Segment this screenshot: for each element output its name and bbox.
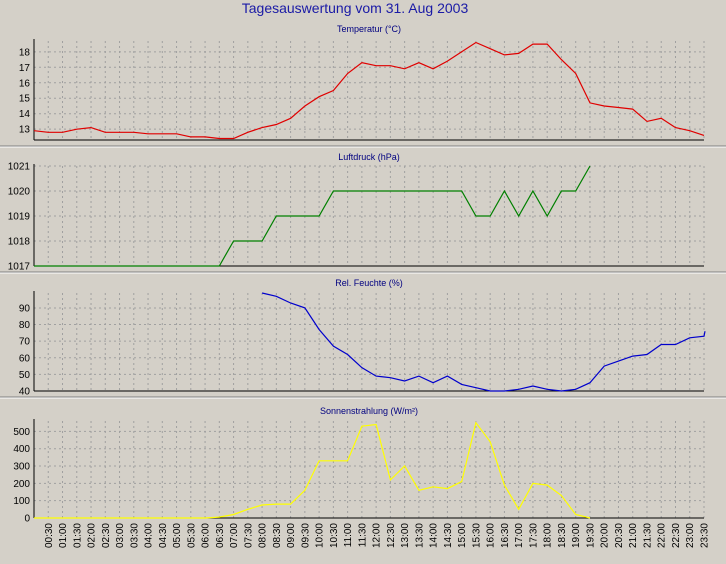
- x-tick-label: 01:30: [72, 523, 83, 548]
- x-tick-label: 04:00: [144, 523, 155, 548]
- x-tick-label: 03:00: [115, 523, 126, 548]
- y-tick-label: 16: [19, 78, 31, 89]
- y-tick-label: 50: [19, 370, 31, 381]
- x-tick-label: 10:30: [329, 523, 340, 548]
- x-tick-label: 23:30: [700, 523, 711, 548]
- y-tick-label: 300: [13, 462, 30, 473]
- y-tick-label: 1020: [8, 187, 31, 198]
- x-tick-label: 08:00: [258, 523, 269, 548]
- y-tick-label: 90: [19, 303, 31, 314]
- y-tick-label: 15: [19, 94, 31, 105]
- x-tick-label: 06:00: [201, 523, 212, 548]
- y-tick-label: 100: [13, 496, 30, 507]
- x-tick-label: 18:30: [557, 523, 568, 548]
- x-tick-label: 12:00: [372, 523, 383, 548]
- panel-title: Luftdruck (hPa): [338, 152, 400, 162]
- x-tick-label: 14:30: [443, 523, 454, 548]
- x-tick-label: 00:30: [44, 523, 55, 548]
- x-tick-label: 04:30: [158, 523, 169, 548]
- x-tick-label: 22:00: [657, 523, 668, 548]
- x-tick-label: 01:00: [58, 523, 69, 548]
- series-line: [261, 292, 706, 392]
- page-title: Tagesauswertung vom 31. Aug 2003: [241, 0, 469, 16]
- y-tick-label: 1019: [8, 212, 31, 223]
- x-tick-label: 19:30: [586, 523, 597, 548]
- y-tick-label: 400: [13, 444, 30, 455]
- y-tick-label: 14: [19, 109, 31, 120]
- x-tick-label: 17:00: [514, 523, 525, 548]
- x-tick-label: 11:00: [343, 523, 354, 548]
- x-tick-label: 20:30: [614, 523, 625, 548]
- x-tick-label: 07:00: [229, 523, 240, 548]
- x-tick-label: 14:00: [429, 523, 440, 548]
- x-tick-label: 08:30: [272, 523, 283, 548]
- x-tick-label: 12:30: [386, 523, 397, 548]
- panel-title: Sonnenstrahlung (W/m²): [320, 406, 418, 416]
- y-tick-label: 40: [19, 387, 31, 398]
- x-tick-label: 02:00: [87, 523, 98, 548]
- x-tick-label: 09:30: [300, 523, 311, 548]
- series-line: [34, 421, 591, 519]
- x-tick-label: 18:00: [543, 523, 554, 548]
- x-tick-label: 07:30: [243, 523, 254, 548]
- x-tick-label: 10:00: [315, 523, 326, 548]
- x-tick-label: 22:30: [671, 523, 682, 548]
- y-tick-label: 0: [24, 514, 30, 525]
- y-tick-label: 18: [19, 47, 31, 58]
- y-tick-label: 200: [13, 479, 30, 490]
- x-tick-label: 06:30: [215, 523, 226, 548]
- y-tick-label: 500: [13, 427, 30, 438]
- x-tick-label: 02:30: [101, 523, 112, 548]
- x-tick-label: 16:30: [500, 523, 511, 548]
- x-tick-label: 05:30: [186, 523, 197, 548]
- x-tick-label: 21:00: [628, 523, 639, 548]
- x-tick-label: 13:30: [414, 523, 425, 548]
- y-tick-label: 1018: [8, 237, 31, 248]
- y-tick-label: 80: [19, 320, 31, 331]
- y-tick-label: 60: [19, 353, 31, 364]
- x-tick-label: 09:00: [286, 523, 297, 548]
- series-line: [34, 165, 591, 267]
- y-tick-label: 70: [19, 337, 31, 348]
- series-line: [33, 41, 705, 140]
- x-tick-label: 15:00: [457, 523, 468, 548]
- x-tick-label: 21:30: [643, 523, 654, 548]
- y-tick-label: 1021: [8, 162, 31, 173]
- x-tick-label: 19:00: [571, 523, 582, 548]
- x-tick-label: 05:00: [172, 523, 183, 548]
- y-tick-label: 17: [19, 63, 31, 74]
- x-tick-label: 20:00: [600, 523, 611, 548]
- x-tick-label: 13:00: [400, 523, 411, 548]
- y-tick-label: 1017: [8, 262, 31, 273]
- x-tick-label: 11:30: [357, 523, 368, 548]
- x-tick-label: 03:30: [129, 523, 140, 548]
- y-tick-label: 13: [19, 125, 31, 136]
- x-tick-label: 16:00: [486, 523, 497, 548]
- x-tick-label: 17:30: [528, 523, 539, 548]
- x-tick-label: 23:00: [685, 523, 696, 548]
- x-tick-label: 15:30: [471, 523, 482, 548]
- panel-title: Rel. Feuchte (%): [335, 278, 403, 288]
- panel-title: Temperatur (°C): [337, 24, 401, 34]
